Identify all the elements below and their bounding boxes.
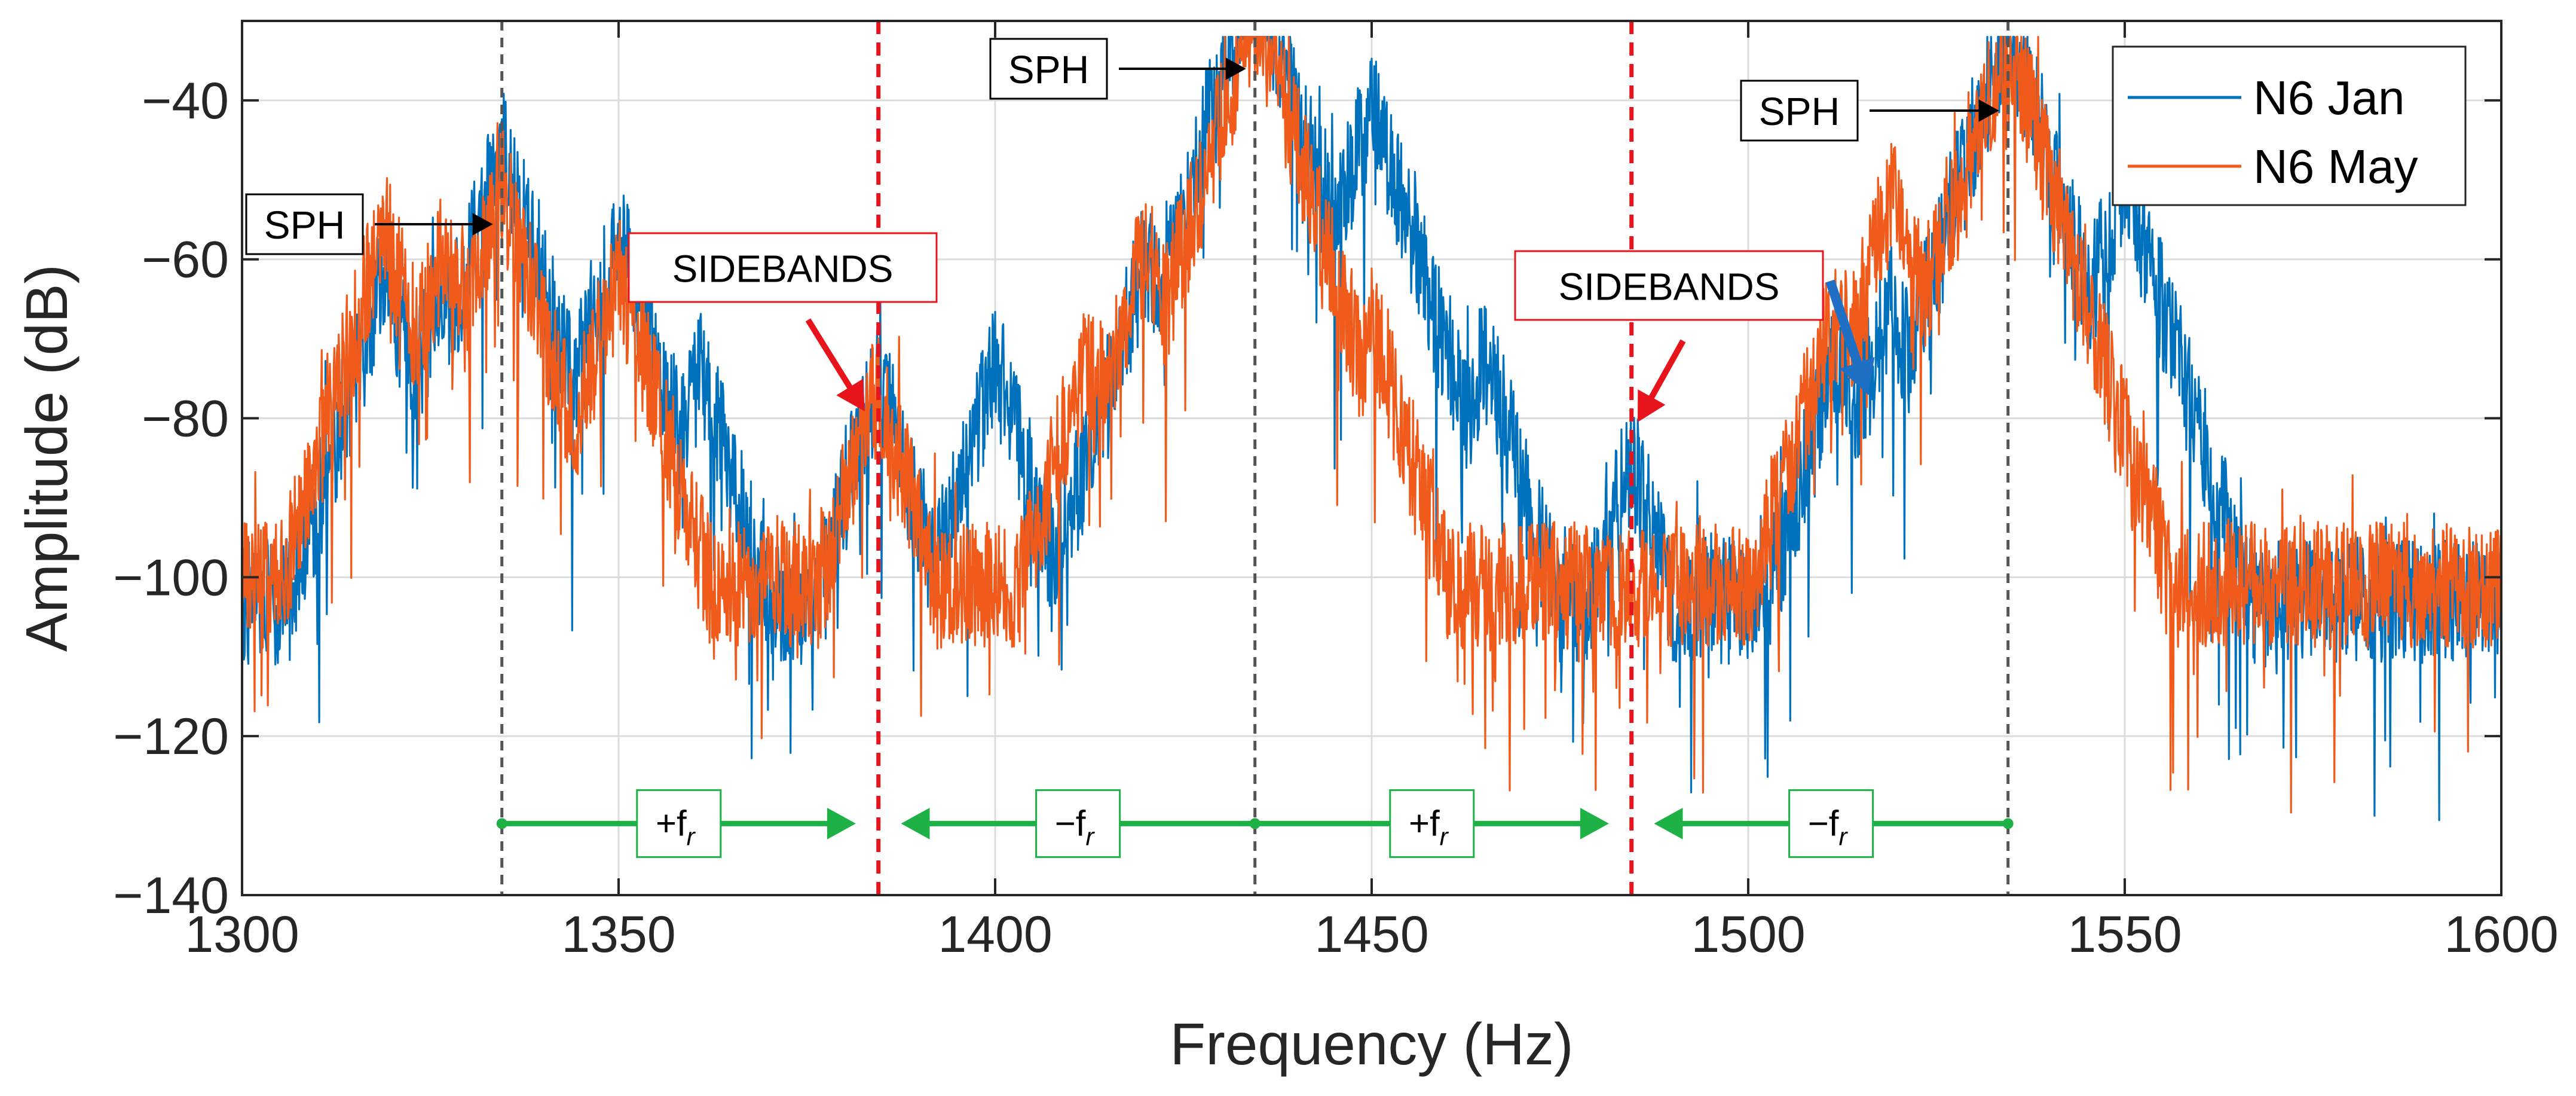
interval-label-box <box>1389 789 1475 858</box>
x-tick-label: 1550 <box>2067 906 2182 963</box>
sidebands-arrow-line <box>805 318 855 393</box>
interval-label-subscript: r <box>1440 822 1449 850</box>
interval-arrow-head <box>1580 807 1609 839</box>
y-axis-label: Amplitude (dB) <box>14 264 79 652</box>
y-tick-label: −100 <box>113 549 229 606</box>
legend: N6 Jan N6 May <box>2112 45 2467 206</box>
interval-arrow-head <box>1654 807 1683 839</box>
sidebands-label: SIDEBANDS <box>672 248 894 291</box>
interval-label-box <box>636 789 722 858</box>
sidebands-label-box <box>628 232 938 303</box>
interval-label: −fr <box>1055 803 1096 850</box>
x-tick-label: 1400 <box>938 906 1052 963</box>
sph-label: SPH <box>264 203 345 247</box>
legend-box <box>2112 45 2467 206</box>
interval-arrow-origin <box>1249 818 1261 829</box>
sph-arrow-head <box>472 213 493 236</box>
reference-lines <box>500 21 2010 895</box>
interval-label: +fr <box>1409 803 1449 850</box>
sidebands-label-box <box>1514 250 1824 321</box>
y-tick-label: −60 <box>142 231 229 289</box>
sph-label-box <box>989 38 1108 100</box>
blue-arrow-head <box>1840 357 1875 395</box>
sph-label: SPH <box>1008 47 1090 91</box>
series-layer <box>242 36 2501 822</box>
sidebands-arrow-line <box>1647 339 1686 403</box>
interval-label-base: +f <box>656 803 687 843</box>
legend-label: N6 Jan <box>2253 71 2404 124</box>
y-tick-label: −40 <box>142 72 229 130</box>
x-tick-label: 1350 <box>561 906 675 963</box>
x-axis-label: Frequency (Hz) <box>1170 1011 1573 1077</box>
interval-label-box <box>1035 789 1121 858</box>
y-tick-label: −120 <box>113 708 229 765</box>
interval-label-subscript: r <box>1838 822 1848 850</box>
interval-label: +fr <box>656 803 696 850</box>
blue-arrow-line <box>1825 279 1865 374</box>
interval-arrow-head <box>827 807 856 839</box>
sidebands-label: SIDEBANDS <box>1559 265 1780 309</box>
sph-label-box <box>1740 80 1859 142</box>
x-tick-label: 1600 <box>2444 906 2558 963</box>
sph-arrow-head <box>1225 57 1246 80</box>
interval-label-base: −f <box>1055 803 1086 843</box>
series-line-n6-may <box>242 36 2501 814</box>
sidebands-arrow-head <box>836 378 865 411</box>
interval-label-box <box>1788 789 1874 858</box>
x-tick-label: 1500 <box>1691 906 1805 963</box>
sph-arrow-head <box>1978 99 1999 122</box>
x-tick-label: 1450 <box>1314 906 1428 963</box>
interval-arrow-origin <box>2002 818 2014 829</box>
sph-label: SPH <box>1759 89 1840 133</box>
axes-layer: 1300 1350 1400 1450 1500 1550 1600 −140 −120 −100… <box>14 20 2559 1077</box>
interval-label-base: +f <box>1409 803 1440 843</box>
sph-label-box <box>245 193 364 255</box>
interval-arrow-head <box>901 807 930 839</box>
interval-label-base: −f <box>1808 803 1839 843</box>
sidebands-arrow-head <box>1638 389 1666 422</box>
y-tick-label: −80 <box>142 390 229 448</box>
y-tick-label: −140 <box>113 867 229 924</box>
interval-arrow-origin <box>496 818 507 829</box>
x-tick-label: 1300 <box>185 906 299 963</box>
interval-label-subscript: r <box>1085 822 1095 850</box>
interval-label-subscript: r <box>687 822 696 850</box>
legend-label: N6 May <box>2253 140 2418 193</box>
interval-label: −fr <box>1808 803 1849 850</box>
